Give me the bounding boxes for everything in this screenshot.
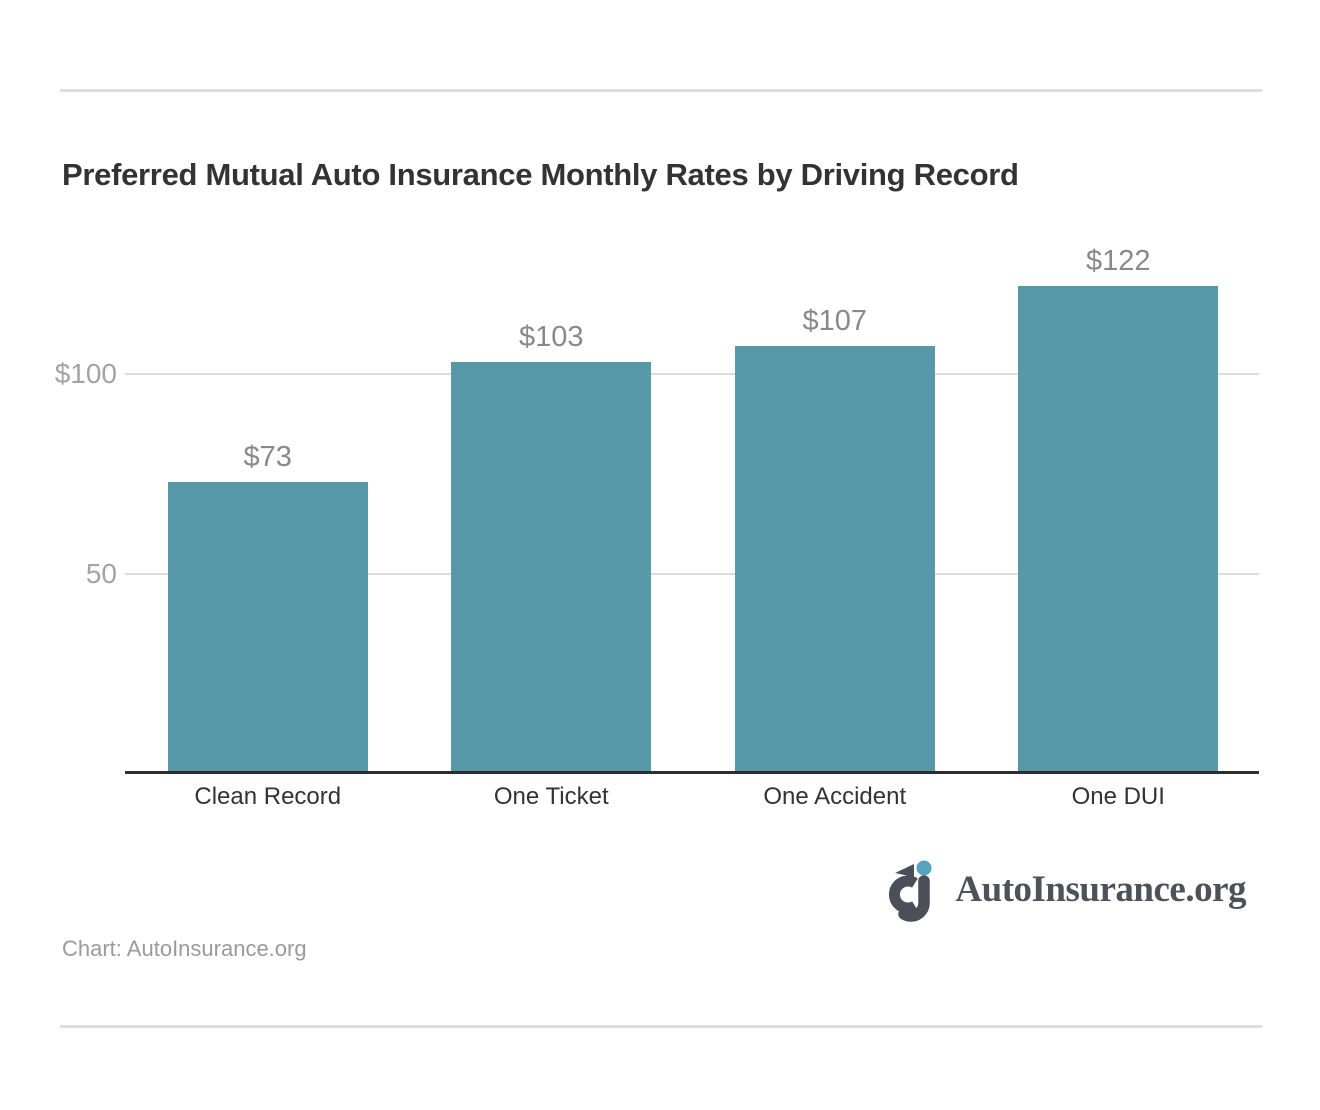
bar-chart-plot-area: 50 $100 $73 Clean Record $103 One Ticket $107 O… xyxy=(0,220,1320,820)
bar-one-accident xyxy=(734,346,935,774)
bottom-divider xyxy=(60,1025,1262,1028)
top-divider xyxy=(60,89,1262,92)
bar-one-dui xyxy=(1018,286,1219,774)
bar-clean-record xyxy=(167,482,368,774)
y-axis-tick-label: 50 xyxy=(85,558,117,589)
x-axis-category-label: Clean Record xyxy=(194,783,342,810)
bar-one-ticket xyxy=(451,362,652,774)
bar-value-label: $107 xyxy=(802,305,867,337)
y-axis-tick-label: $100 xyxy=(54,358,117,389)
x-axis-category-label: One Ticket xyxy=(493,783,609,810)
bar-value-label: $103 xyxy=(518,321,584,353)
x-axis-line xyxy=(125,771,1259,774)
chart-title: Preferred Mutual Auto Insurance Monthly … xyxy=(62,157,1019,192)
x-axis-category-label: One DUI xyxy=(1071,783,1165,810)
gridline-100 xyxy=(125,373,1259,375)
gridline-50 xyxy=(125,573,1259,575)
brand-logo: AutoInsurance.org xyxy=(887,854,1246,924)
chart-credit: Chart: AutoInsurance.org xyxy=(62,936,307,961)
brand-logo-text: AutoInsurance.org xyxy=(955,868,1246,910)
x-axis-category-label: One Accident xyxy=(763,783,907,810)
autoinsurance-logo-icon xyxy=(889,860,932,922)
bar-value-label: $73 xyxy=(243,441,292,473)
bar-value-label: $122 xyxy=(1085,245,1151,277)
